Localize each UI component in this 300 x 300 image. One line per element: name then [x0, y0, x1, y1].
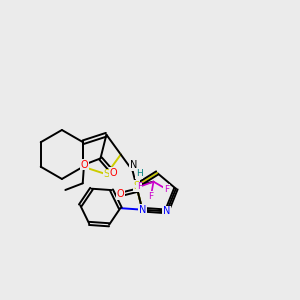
Text: N: N [130, 160, 137, 170]
Text: F: F [148, 192, 153, 201]
Text: O: O [109, 168, 117, 178]
Text: N: N [139, 205, 146, 215]
Text: F: F [164, 185, 169, 194]
Text: S: S [133, 181, 140, 191]
Text: S: S [103, 169, 110, 179]
Text: F: F [137, 182, 142, 191]
Text: N: N [163, 206, 170, 216]
Text: H: H [136, 169, 142, 178]
Text: O: O [116, 190, 124, 200]
Text: O: O [80, 160, 88, 170]
